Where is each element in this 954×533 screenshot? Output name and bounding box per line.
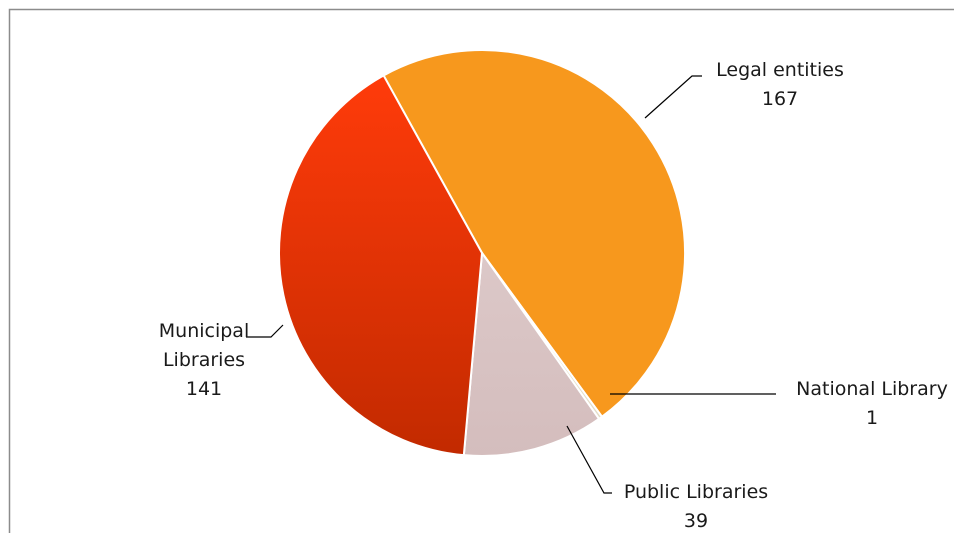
data-label-value: 167 [762, 88, 798, 110]
data-label-value: 1 [866, 407, 878, 429]
slice-public-libraries [462, 250, 601, 457]
data-label-value: 39 [684, 510, 708, 532]
slice-legal-entities [382, 48, 687, 419]
data-labels: Legal entities 167 National Library 1 Public… [159, 59, 948, 532]
data-label-municipal-libraries: Municipal Libraries 141 [159, 320, 249, 400]
data-label-value: 141 [186, 378, 222, 400]
data-label-public-libraries: Public Libraries 39 [624, 481, 768, 532]
pie-slices [278, 48, 687, 457]
data-label-name: Public Libraries [624, 481, 768, 503]
leader-line-public-libraries [566, 425, 612, 494]
data-label-name: Legal entities [716, 59, 844, 81]
slice-municipal-libraries [278, 74, 484, 457]
leader-line-municipal-libraries [246, 324, 284, 338]
data-label-legal-entities: Legal entities 167 [716, 59, 844, 110]
data-label-name: National Library [796, 378, 948, 400]
leader-line-legal-entities [644, 75, 702, 119]
data-label-national-library: National Library 1 [796, 378, 948, 429]
data-label-name: Municipal [159, 320, 249, 342]
data-label-name: Libraries [163, 349, 245, 371]
leader-lines [246, 75, 776, 494]
